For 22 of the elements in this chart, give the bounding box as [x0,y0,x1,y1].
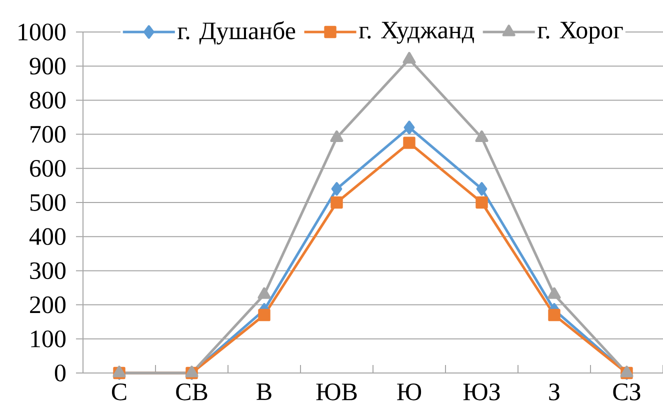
y-tick-label: 900 [30,58,66,75]
x-tick-label: ЮВ [316,384,357,400]
x-tick-label: СВ [176,384,208,400]
y-tick-label: 0 [54,364,66,382]
y-tick-label: 200 [30,296,66,314]
y-tick-label: 300 [30,262,66,280]
x-tick-label: З [549,384,560,400]
y-tick-label: 700 [30,126,66,143]
y-tick-label: 600 [30,160,66,177]
x-tick-label: ЮЗ [463,384,500,400]
y-tick-label: 500 [30,194,66,211]
y-tick-label: 100 [31,330,66,348]
legend-label: г. Душанбе [178,21,296,44]
x-tick-label: С [112,384,126,400]
y-tick-label: 1000 [18,24,66,40]
x-tick-label: В [256,384,272,400]
x-tick-label: СЗ [613,384,640,400]
y-tick-label: 400 [29,228,66,246]
legend-label: г. Хорог [538,22,623,44]
y-tick-label: 800 [30,92,66,109]
legend-label: г. Худжанд [359,22,474,44]
x-tick-label: Ю [397,384,422,400]
